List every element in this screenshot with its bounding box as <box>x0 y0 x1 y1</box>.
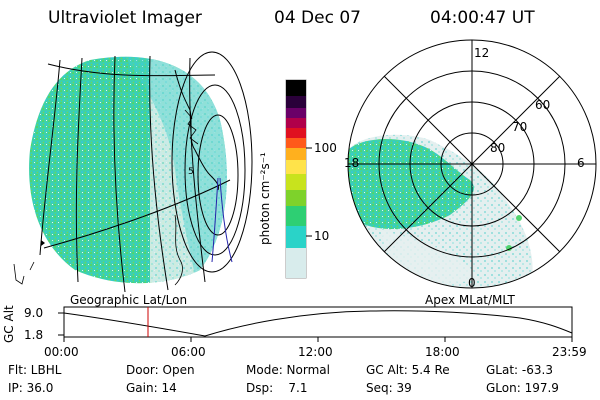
status-gc-alt: GC Alt: 5.4 Re <box>366 363 450 377</box>
right-panel-caption: Apex MLat/MLT <box>425 293 515 307</box>
colorbar-tick-100: 100 <box>314 141 337 155</box>
time-tick: 12:00 <box>298 345 333 359</box>
geographic-image: 5 <box>13 51 253 293</box>
status-glon: GLon: 197.9 <box>486 381 559 395</box>
status-dsp: Dsp: 7.1 <box>246 381 308 395</box>
left-panel-caption: Geographic Lat/Lon <box>70 293 188 307</box>
pointer-icon <box>41 240 45 246</box>
polar-plot <box>347 39 597 289</box>
altitude-curve <box>63 310 573 337</box>
mlat-label-80: 80 <box>490 141 506 155</box>
terminator-lines <box>211 177 233 263</box>
mlt-label-18: 18 <box>344 156 360 170</box>
mlt-label-6: 6 <box>577 156 585 170</box>
mlat-label-70: 70 <box>512 120 528 134</box>
oval-contours <box>171 51 253 273</box>
mlt-label-0: 0 <box>468 276 476 290</box>
colorbar-unit-label: photon cm⁻²s⁻¹ <box>258 152 272 245</box>
status-ip: IP: 36.0 <box>8 381 54 395</box>
mlt-label-12: 12 <box>474 46 490 60</box>
time-tick: 23:59 <box>552 345 587 359</box>
svg-text:5: 5 <box>188 167 194 177</box>
status-filter: Flt: LBHL <box>8 363 62 377</box>
coastline <box>174 214 183 286</box>
mlat-label-60: 60 <box>535 98 551 112</box>
status-gain: Gain: 14 <box>126 381 177 395</box>
status-glat: GLat: -63.3 <box>486 363 553 377</box>
coastline <box>174 69 219 191</box>
date-label: 04 Dec 07 <box>274 8 361 28</box>
time-tick: 18:00 <box>425 345 460 359</box>
colorbar <box>285 79 312 279</box>
instrument-title: Ultraviolet Imager <box>48 8 202 28</box>
altitude-ylabel: GC Alt <box>2 305 16 343</box>
altitude-ytick-low: 1.8 <box>24 328 44 342</box>
meridian-grid <box>39 55 206 293</box>
altitude-ytick-high: 9.0 <box>24 306 44 320</box>
status-mode: Mode: Normal <box>246 363 330 377</box>
parallel-grid <box>43 63 231 249</box>
time-label: 04:00:47 UT <box>430 8 535 28</box>
status-door: Door: Open <box>126 363 195 377</box>
coastline <box>13 261 35 285</box>
time-tick: 00:00 <box>44 345 79 359</box>
status-seq: Seq: 39 <box>366 381 412 395</box>
altitude-plot <box>58 306 573 342</box>
time-tick: 06:00 <box>171 345 206 359</box>
colorbar-tick-10: 10 <box>314 229 330 243</box>
